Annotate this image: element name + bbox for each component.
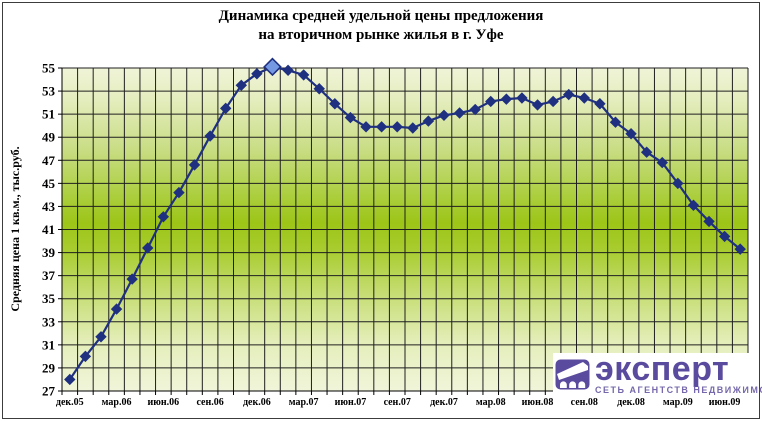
- y-tick-label: 33: [42, 314, 56, 329]
- data-point-marker: [422, 115, 435, 127]
- data-point-marker: [360, 121, 372, 133]
- x-tick-label: дек.08: [617, 397, 645, 408]
- data-point-marker: [329, 98, 341, 110]
- data-point-marker: [375, 121, 388, 133]
- data-point-marker: [547, 95, 559, 108]
- data-point-marker: [500, 93, 513, 105]
- data-point-marker: [251, 68, 263, 80]
- chart-title-line2: на вторичном рынке жилья в г. Уфе: [258, 27, 504, 43]
- logo-wordmark: эксперт: [595, 350, 730, 388]
- data-point-marker: [219, 102, 232, 115]
- data-point-marker: [438, 109, 450, 122]
- y-tick-label: 45: [42, 176, 56, 191]
- y-tick-label: 53: [42, 84, 56, 99]
- data-point-marker: [110, 303, 123, 315]
- data-point-marker: [297, 69, 310, 81]
- x-tick-label: июн.09: [709, 397, 741, 408]
- x-tick-label: мар.07: [289, 397, 319, 408]
- x-tick-label: июн.06: [148, 397, 180, 408]
- data-point-marker: [407, 122, 419, 134]
- data-point-marker: [235, 79, 248, 92]
- data-point-marker: [672, 177, 684, 190]
- x-tick-label: июн.08: [522, 397, 554, 408]
- grid-lines: [61, 67, 749, 392]
- data-point-marker: [531, 99, 544, 111]
- x-tick-label: сен.07: [384, 397, 411, 408]
- data-point-marker: [173, 186, 185, 199]
- y-tick-label: 39: [42, 245, 56, 260]
- expert-building-icon: [555, 359, 590, 390]
- y-tick-label: 31: [42, 337, 55, 352]
- x-tick-label: мар.06: [102, 397, 132, 408]
- y-tick-label: 55: [42, 61, 56, 76]
- y-tick-label: 35: [42, 291, 56, 306]
- data-point-marker: [313, 83, 325, 95]
- data-point-marker: [609, 116, 622, 128]
- data-point-marker: [188, 159, 201, 171]
- y-tick-label: 27: [42, 384, 56, 399]
- logo-tagline: СЕТЬ АГЕНТСТВ НЕДВИЖИМОСТИ: [595, 385, 762, 395]
- data-point-marker: [64, 373, 76, 386]
- x-tick-label: сен.08: [571, 397, 598, 408]
- data-point-marker: [344, 111, 357, 124]
- data-point-marker: [95, 331, 107, 343]
- x-tick-label: дек.07: [430, 397, 458, 408]
- data-point-marker: [640, 146, 653, 158]
- y-tick-label: 37: [42, 268, 56, 283]
- data-point-marker: [157, 211, 170, 223]
- x-tick-label: дек.06: [243, 397, 271, 408]
- data-point-marker: [718, 230, 731, 243]
- y-tick-label: 49: [42, 130, 56, 145]
- data-point-marker: [734, 243, 746, 255]
- y-tick-label: 41: [42, 222, 55, 237]
- expert-logo: эксперт СЕТЬ АГЕНТСТВ НЕДВИЖИМОСТИ: [553, 352, 762, 398]
- x-tick-label: мар.09: [663, 397, 693, 408]
- data-point-marker: [485, 95, 497, 108]
- x-tick-label: июн.07: [335, 397, 367, 408]
- data-point-marker: [453, 107, 466, 119]
- data-point-marker: [79, 350, 92, 363]
- y-tick-label: 51: [42, 107, 55, 122]
- data-point-marker: [594, 98, 606, 110]
- y-tick-label: 29: [42, 360, 56, 375]
- data-point-marker: [687, 199, 700, 211]
- data-point-marker: [578, 92, 591, 104]
- data-point-marker: [562, 88, 575, 101]
- data-point-marker-highlight: [263, 57, 282, 77]
- data-point-marker: [703, 215, 715, 228]
- data-point-marker: [282, 64, 294, 77]
- y-tick-label: 43: [42, 199, 56, 214]
- data-point-marker: [391, 121, 403, 133]
- chart-title-line1: Динамика средней удельной цены предложен…: [218, 8, 544, 24]
- x-tick-label: сен.06: [196, 397, 223, 408]
- x-tick-label: дек.05: [56, 397, 84, 408]
- data-point-marker: [126, 273, 138, 285]
- data-point-marker: [625, 128, 637, 140]
- y-tick-label: 47: [42, 153, 56, 168]
- data-point-marker: [516, 92, 528, 104]
- x-tick-label: мар.08: [476, 397, 506, 408]
- data-point-marker: [142, 242, 154, 254]
- data-point-marker: [469, 103, 481, 116]
- data-point-marker: [656, 156, 668, 169]
- chart-title: Динамика средней удельной цены предложен…: [0, 7, 762, 45]
- data-point-marker: [204, 130, 216, 142]
